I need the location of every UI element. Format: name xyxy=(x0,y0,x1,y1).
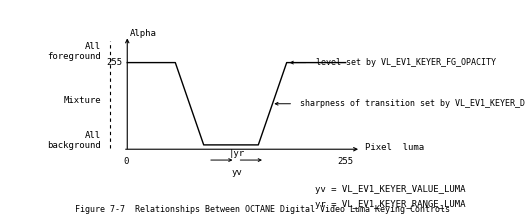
Text: Figure 7-7  Relationships Between OCTANE Digital Video Luma Keying Controls: Figure 7-7 Relationships Between OCTANE … xyxy=(75,205,450,214)
Text: yv = VL_EV1_KEYER_VALUE_LUMA: yv = VL_EV1_KEYER_VALUE_LUMA xyxy=(315,185,466,194)
Text: 255: 255 xyxy=(338,157,354,166)
Text: sharpness of transition set by VL_EV1_KEYER_DETAIL: sharpness of transition set by VL_EV1_KE… xyxy=(296,99,525,108)
Text: |yr: |yr xyxy=(228,149,245,158)
Text: 255: 255 xyxy=(107,58,123,67)
Text: All
background: All background xyxy=(47,131,101,150)
Text: level set by VL_EV1_KEYER_FG_OPACITY: level set by VL_EV1_KEYER_FG_OPACITY xyxy=(311,58,496,67)
Text: yr = VL_EV1_KEYER_RANGE_LUMA: yr = VL_EV1_KEYER_RANGE_LUMA xyxy=(315,200,466,209)
Text: Mixture: Mixture xyxy=(64,96,101,105)
Text: 0: 0 xyxy=(123,157,129,166)
Text: All
foreground: All foreground xyxy=(47,42,101,61)
Text: Pixel  luma: Pixel luma xyxy=(365,143,424,152)
Text: Alpha: Alpha xyxy=(130,29,156,38)
Text: yv: yv xyxy=(231,168,242,177)
